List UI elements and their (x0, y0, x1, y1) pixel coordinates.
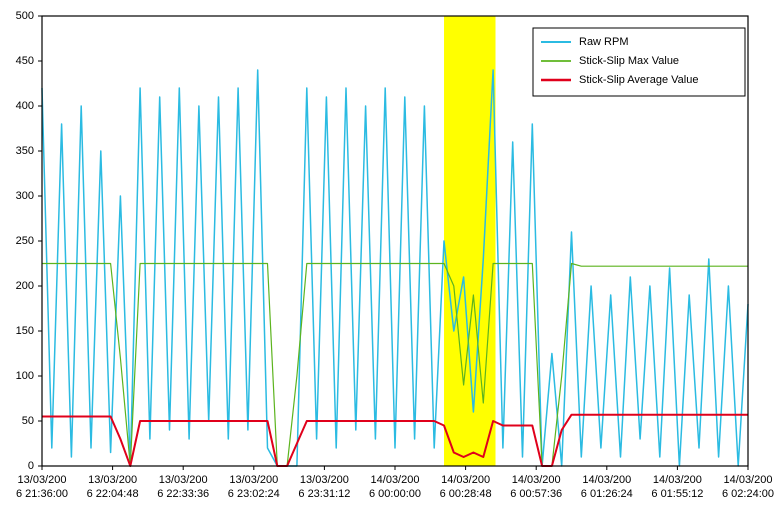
x-tick-label: 14/03/2006 01:55:12 (651, 474, 704, 500)
y-tick-label: 150 (16, 325, 34, 337)
x-tick-label: 13/03/2006 22:33:36 (157, 474, 210, 500)
highlight-band (444, 16, 496, 466)
y-tick-label: 200 (16, 280, 34, 292)
x-tick-label: 13/03/2006 21:36:00 (16, 474, 68, 500)
y-tick-label: 100 (16, 370, 34, 382)
x-tick-label: 14/03/2006 00:28:48 (439, 474, 492, 500)
y-tick-label: 350 (16, 145, 34, 157)
y-tick-label: 450 (16, 55, 34, 67)
y-tick-label: 50 (22, 415, 34, 427)
plot-frame (41, 15, 749, 467)
legend-label: Stick-Slip Max Value (579, 55, 679, 67)
y-tick-label: 500 (16, 10, 34, 22)
y-tick-label: 400 (16, 100, 34, 112)
x-tick-label: 14/03/2006 00:57:36 (510, 474, 563, 500)
legend: Raw RPM Stick-Slip Max Value Stick-Slip Av… (532, 27, 746, 97)
x-tick-label: 14/03/2006 00:00:00 (369, 474, 421, 500)
x-tick-label: 13/03/2006 23:31:12 (298, 474, 351, 500)
series-line (42, 262, 748, 467)
x-tick-label: 13/03/2006 23:02:24 (227, 474, 280, 500)
series-line (41, 69, 749, 467)
x-tick-label: 14/03/2006 01:26:24 (580, 474, 633, 500)
y-tick-label: 0 (28, 460, 34, 472)
legend-label: Stick-Slip Average Value (579, 74, 698, 86)
y-tick-label: 250 (16, 235, 34, 247)
series-line (42, 413, 748, 467)
legend-box (532, 27, 746, 97)
x-tick-label: 13/03/2006 22:04:48 (86, 474, 139, 500)
x-tick-label: 14/03/2006 02:24:00 (722, 474, 774, 500)
legend-label: Raw RPM (579, 36, 629, 48)
y-tick-label: 300 (16, 190, 34, 202)
